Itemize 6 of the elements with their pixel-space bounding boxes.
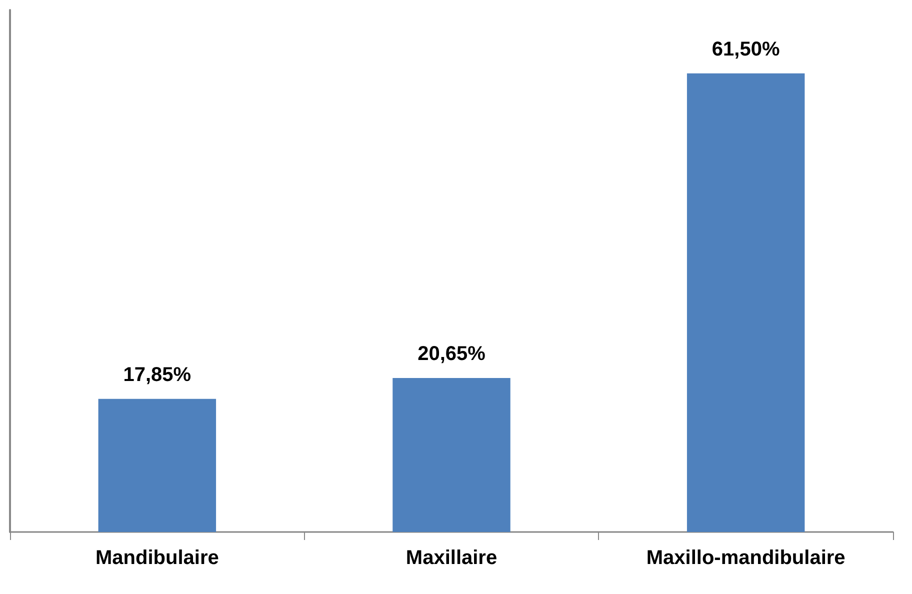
x-tick-label: Mandibulaire: [95, 547, 219, 569]
data-label: 20,65%: [418, 343, 486, 366]
data-label: 17,85%: [123, 364, 192, 386]
x-tick-label: Maxillo-mandibulaire: [646, 547, 846, 569]
data-label: 61,50%: [712, 38, 780, 60]
x-tick-label: Maxillaire: [406, 547, 498, 569]
